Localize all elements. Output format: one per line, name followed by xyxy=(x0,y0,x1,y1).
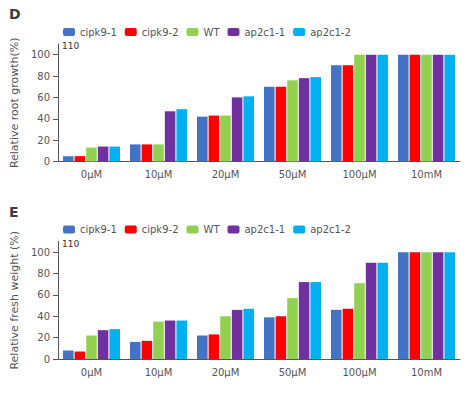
svg-text:100: 100 xyxy=(31,49,50,60)
svg-text:cipk9-2: cipk9-2 xyxy=(142,224,179,235)
svg-text:20: 20 xyxy=(37,332,50,343)
svg-text:WT: WT xyxy=(203,224,220,235)
svg-text:10μM: 10μM xyxy=(145,367,173,378)
svg-text:20μM: 20μM xyxy=(212,367,240,378)
svg-text:40: 40 xyxy=(37,113,50,124)
svg-text:D: D xyxy=(9,6,21,22)
svg-text:cipk9-1: cipk9-1 xyxy=(80,27,117,38)
svg-text:10mM: 10mM xyxy=(411,367,442,378)
svg-text:60: 60 xyxy=(37,92,50,103)
svg-text:50μM: 50μM xyxy=(279,169,307,180)
svg-text:ap2c1-2: ap2c1-2 xyxy=(310,224,351,235)
svg-text:10mM: 10mM xyxy=(411,169,442,180)
svg-text:60: 60 xyxy=(37,289,50,300)
svg-text:ap2c1-1: ap2c1-1 xyxy=(244,27,285,38)
svg-text:WT: WT xyxy=(203,27,220,38)
svg-text:E: E xyxy=(9,204,19,220)
svg-text:100μM: 100μM xyxy=(342,367,376,378)
svg-text:80: 80 xyxy=(37,268,50,279)
svg-text:ap2c1-1: ap2c1-1 xyxy=(244,224,285,235)
svg-text:110: 110 xyxy=(62,239,79,249)
svg-text:ap2c1-2: ap2c1-2 xyxy=(310,27,351,38)
svg-text:cipk9-2: cipk9-2 xyxy=(142,27,179,38)
svg-text:80: 80 xyxy=(37,71,50,82)
svg-text:Relative fresh weight (%): Relative fresh weight (%) xyxy=(8,231,21,370)
svg-text:110: 110 xyxy=(62,41,79,51)
svg-text:10μM: 10μM xyxy=(145,169,173,180)
svg-text:40: 40 xyxy=(37,311,50,322)
svg-text:20μM: 20μM xyxy=(212,169,240,180)
svg-text:100: 100 xyxy=(31,247,50,258)
svg-text:100μM: 100μM xyxy=(342,169,376,180)
svg-text:0μM: 0μM xyxy=(81,169,102,180)
svg-text:0μM: 0μM xyxy=(81,367,102,378)
svg-text:20: 20 xyxy=(37,135,50,146)
svg-text:0: 0 xyxy=(44,354,50,365)
svg-text:50μM: 50μM xyxy=(279,367,307,378)
svg-text:cipk9-1: cipk9-1 xyxy=(80,224,117,235)
svg-text:Relative root growth(%): Relative root growth(%) xyxy=(8,37,21,168)
svg-text:0: 0 xyxy=(44,156,50,167)
